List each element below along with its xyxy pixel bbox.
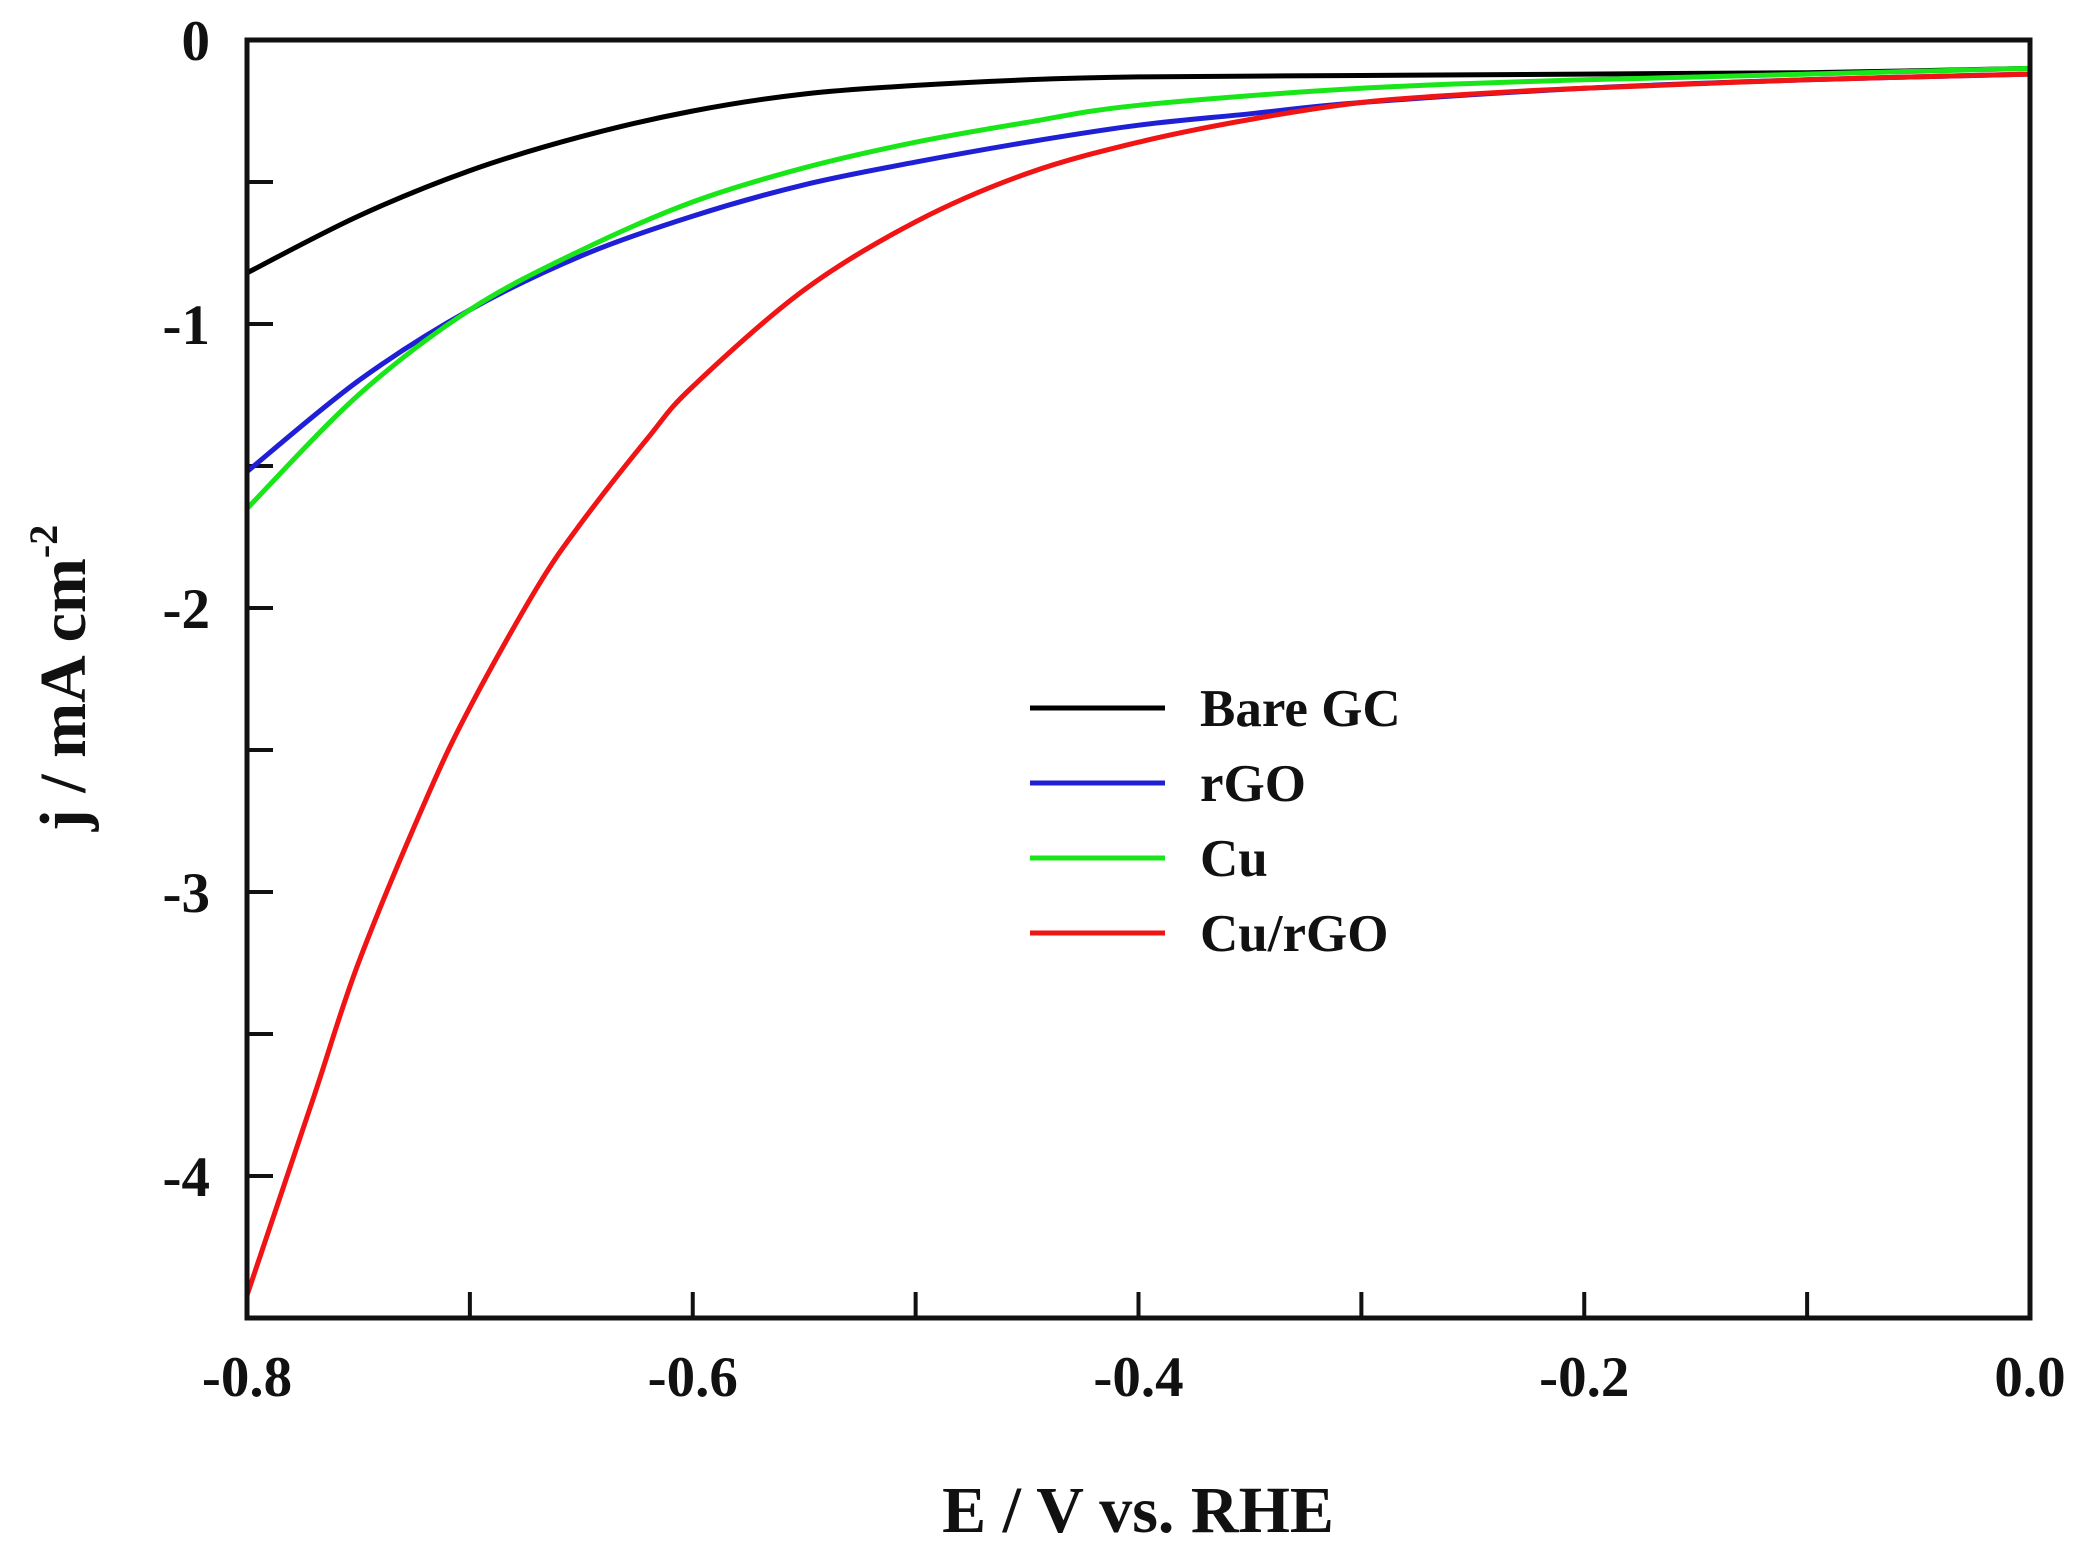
x-tick-label: 0.0	[1994, 1346, 2065, 1409]
legend: Bare GC rGO Cu Cu/rGO	[1030, 680, 1401, 963]
x-tick-label: -0.8	[202, 1346, 292, 1409]
plot-area-frame	[244, 37, 2033, 1321]
x-tick-label: -0.2	[1539, 1346, 1629, 1409]
legend-label-cu: Cu	[1200, 830, 1268, 888]
x-axis-title: E / V vs. RHE	[942, 1474, 1334, 1547]
x-tick-label: -0.6	[648, 1346, 738, 1409]
legend-label-bare-gc: Bare GC	[1200, 680, 1401, 738]
y-tick-label: -4	[163, 1146, 210, 1209]
y-tick-label: 0	[182, 10, 211, 73]
y-tick-label: -2	[163, 578, 210, 641]
legend-label-cu-rgo: Cu/rGO	[1200, 905, 1388, 963]
y-axis-title-superscript: -2	[21, 525, 66, 558]
x-tick-label: -0.4	[1093, 1346, 1183, 1409]
series-line-rgo	[247, 71, 2030, 475]
data-series	[247, 65, 2030, 1298]
series-line-cu-rgo	[247, 71, 2030, 1298]
y-axis-title: j / mA cm-2	[21, 525, 100, 832]
y-tick-label: -1	[163, 294, 210, 357]
x-axis-ticks	[245, 1292, 2032, 1318]
y-tick-label: -3	[163, 862, 210, 925]
y-axis-ticks	[247, 38, 273, 1320]
series-line-cu	[247, 65, 2030, 512]
legend-label-rgo: rGO	[1200, 755, 1306, 813]
x-axis-tick-labels: -0.8 -0.6 -0.4 -0.2 0.0	[202, 1346, 2066, 1409]
series-line-bare-gc	[247, 65, 2030, 276]
y-axis-tick-labels: 0 -1 -2 -3 -4	[163, 10, 210, 1209]
y-axis-title-main: j / mA cm	[27, 558, 100, 832]
